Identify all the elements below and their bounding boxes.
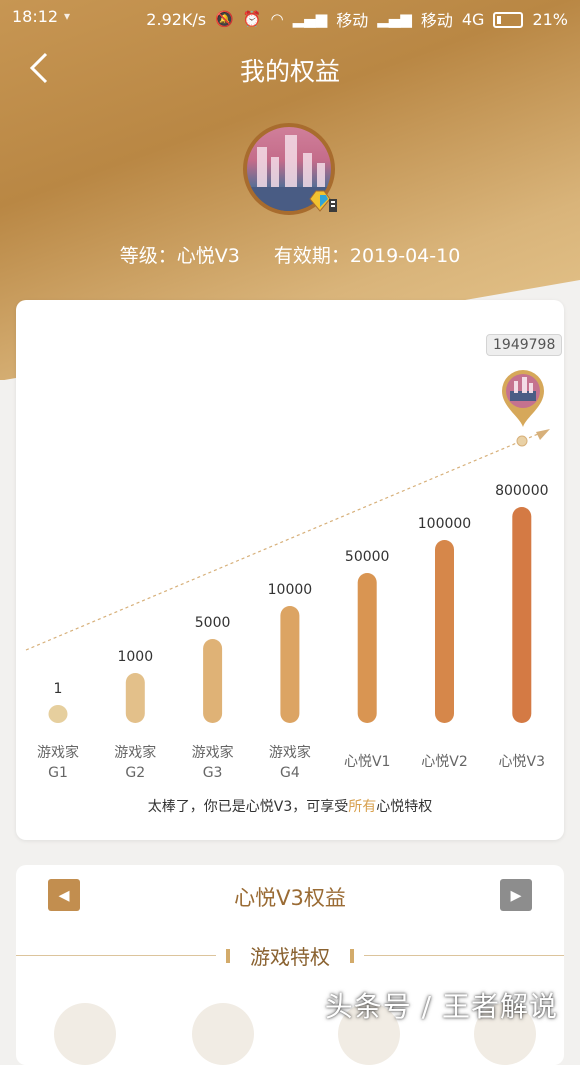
bar-value-label: 100000 bbox=[418, 516, 471, 532]
category-label: 心悦V3 bbox=[499, 754, 545, 770]
section-title: 游戏特权 bbox=[216, 941, 364, 970]
perk-icon[interactable] bbox=[54, 1003, 116, 1065]
alarm-icon: ⏰ bbox=[242, 10, 262, 28]
bar-4 bbox=[280, 606, 300, 723]
bar-1 bbox=[48, 705, 68, 723]
bar-value-label: 50000 bbox=[345, 549, 390, 565]
signal-icon: ▂▄▆ bbox=[292, 10, 328, 28]
avatar-building bbox=[285, 135, 297, 187]
validity-text: 有效期：2019-04-10 bbox=[273, 245, 461, 267]
avatar-building bbox=[271, 157, 279, 187]
arrow-left-icon[interactable]: ◂ bbox=[48, 879, 80, 911]
level-chart-card: 1 游戏家 G1 1000 游戏家 G2 5000 游戏家 G3 10000 游戏家 G4 50000 心… bbox=[16, 300, 564, 840]
arrow-right-icon[interactable]: ▸ bbox=[500, 879, 532, 911]
vip-level-icon bbox=[309, 190, 337, 212]
status-right: 2.92K/s 🔕 ⏰ ◠ ▂▄▆ 移动 ▂▄▆ 移动 4G 21% bbox=[146, 7, 568, 31]
carrier-2: 移动 bbox=[420, 11, 453, 30]
category-label: 心悦V1 bbox=[344, 754, 390, 770]
progress-dashed-line bbox=[25, 433, 539, 651]
avatar-building bbox=[317, 163, 325, 187]
avatar-building bbox=[303, 153, 312, 187]
bar-3 bbox=[203, 639, 223, 723]
message-highlight: 所有 bbox=[348, 799, 377, 815]
avatar-pin-icon bbox=[502, 370, 544, 427]
level-status-message: 太棒了，你已是心悦V3，可享受所有心悦特权 bbox=[16, 796, 564, 816]
app-header: 我的权益 bbox=[0, 40, 580, 96]
watermark: 头条号 / 王者解说 bbox=[324, 990, 558, 1023]
perk-icon[interactable] bbox=[192, 1003, 254, 1065]
category-label: 游戏家 G3 bbox=[192, 744, 234, 781]
category-label: 游戏家 G4 bbox=[269, 744, 311, 781]
bar-2 bbox=[125, 673, 145, 723]
level-text: 等级：心悦V3 bbox=[119, 245, 240, 267]
bar-7 bbox=[512, 507, 532, 723]
progress-arrowhead bbox=[536, 429, 550, 440]
signal-hd-icon: ▂▄▆ bbox=[377, 10, 412, 28]
bar-6 bbox=[435, 540, 454, 723]
bar-value-label: 5000 bbox=[195, 615, 231, 631]
level-chart: 1 游戏家 G1 1000 游戏家 G2 5000 游戏家 G3 10000 游戏家 G4 50000 心… bbox=[25, 429, 550, 781]
notification-icon: ▾ bbox=[64, 9, 71, 23]
category-label: 游戏家 G2 bbox=[114, 744, 156, 781]
bar-value-label: 1000 bbox=[117, 649, 153, 665]
network-speed: 2.92K/s bbox=[146, 9, 207, 29]
message-prefix: 太棒了，你已是心悦V3，可享受 bbox=[147, 799, 349, 815]
current-score-badge: 1949798 bbox=[486, 334, 563, 356]
profile-info: 等级：心悦V3 有效期：2019-04-10 bbox=[0, 241, 580, 268]
category-label: 心悦V2 bbox=[421, 754, 467, 770]
battery-icon bbox=[493, 12, 524, 28]
bar-value-label: 1 bbox=[54, 681, 63, 697]
network-type: 4G bbox=[461, 9, 485, 29]
benefits-card: ◂ 心悦V3权益 ▸ 游戏特权 bbox=[16, 865, 564, 1065]
wifi-icon: ◠ bbox=[270, 10, 284, 28]
bar-value-label: 800000 bbox=[495, 483, 548, 499]
mute-icon: 🔕 bbox=[215, 10, 234, 28]
avatar-building bbox=[257, 147, 267, 187]
benefits-title: 心悦V3权益 bbox=[234, 886, 346, 910]
status-time: 18:12 bbox=[12, 7, 59, 26]
page-title: 我的权益 bbox=[239, 57, 340, 86]
category-label: 游戏家 G1 bbox=[37, 744, 79, 781]
back-icon[interactable] bbox=[24, 50, 60, 86]
bar-value-label: 10000 bbox=[268, 582, 313, 598]
battery-level: 21% bbox=[532, 9, 568, 29]
status-bar: 18:12 ▾ 2.92K/s 🔕 ⏰ ◠ ▂▄▆ 移动 ▂▄▆ 移动 4G 2… bbox=[0, 0, 580, 34]
bar-5 bbox=[357, 573, 377, 723]
progress-marker-dot bbox=[516, 435, 528, 447]
carrier-1: 移动 bbox=[336, 11, 369, 30]
message-suffix: 心悦特权 bbox=[376, 799, 433, 815]
